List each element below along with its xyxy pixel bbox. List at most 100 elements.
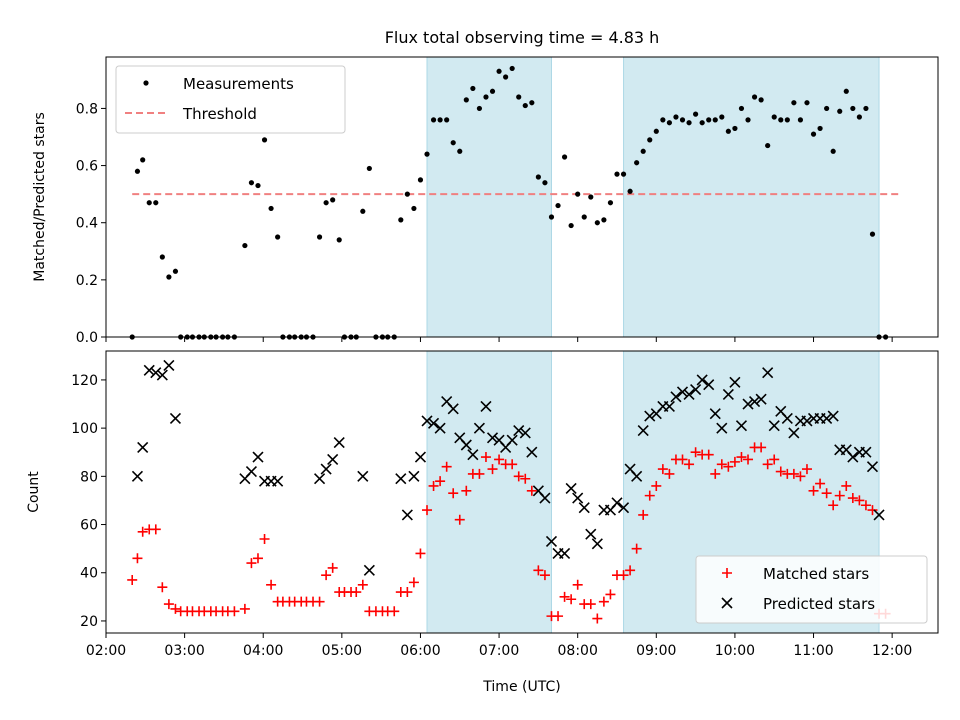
data-point-matched	[847, 493, 858, 504]
data-point-predicted	[729, 376, 741, 388]
data-point	[824, 105, 830, 112]
data-point-predicted	[696, 374, 708, 386]
data-point	[843, 88, 849, 94]
y-tick-label: 60	[80, 518, 98, 534]
data-point-predicted	[526, 446, 538, 458]
data-point	[146, 200, 152, 206]
data-point-matched	[526, 485, 537, 496]
data-point	[666, 120, 673, 126]
data-point-matched	[402, 587, 413, 598]
data-point-matched	[625, 565, 636, 576]
bottom-panel: 20 40 60 80 100 120 02:00 03:00 04:00 05:00 06:00 0…	[26, 350, 939, 659]
data-point-matched	[559, 591, 570, 602]
data-point	[850, 105, 856, 112]
data-point-matched	[408, 577, 419, 588]
data-point-predicted	[703, 379, 715, 391]
x-tick-label: 03:00	[164, 643, 204, 659]
data-point-predicted	[755, 393, 767, 405]
data-point-predicted	[670, 391, 682, 403]
data-point	[575, 191, 581, 197]
data-point	[660, 117, 666, 123]
data-point-predicted	[591, 538, 603, 550]
axes-frame	[105, 350, 939, 634]
data-point-matched	[566, 594, 577, 605]
data-point-predicted	[781, 412, 793, 425]
data-point	[483, 94, 489, 100]
data-point	[745, 117, 751, 123]
data-point-predicted	[716, 422, 728, 434]
data-point-matched	[507, 459, 518, 470]
data-point-predicted	[866, 461, 879, 473]
data-point-predicted	[827, 410, 839, 422]
data-point-predicted	[137, 441, 149, 453]
data-point	[476, 105, 483, 112]
legend-marker	[143, 80, 149, 86]
data-point	[529, 100, 535, 106]
data-point-predicted	[272, 475, 284, 487]
data-point-matched	[592, 613, 603, 624]
data-point	[316, 234, 323, 240]
data-point-predicted	[395, 473, 407, 485]
data-point-matched	[428, 480, 439, 491]
data-point	[581, 214, 587, 220]
data-point-matched	[259, 534, 270, 544]
data-point	[153, 200, 159, 206]
data-point-matched	[834, 490, 845, 501]
data-point-matched	[585, 599, 596, 610]
data-point-predicted	[131, 470, 144, 482]
data-point-predicted	[762, 367, 774, 379]
data-point	[601, 217, 607, 223]
data-point	[248, 180, 255, 186]
data-point-predicted	[473, 422, 485, 434]
data-point-predicted	[408, 470, 420, 482]
data-point-matched	[252, 553, 263, 564]
data-point	[330, 197, 336, 203]
x-tick-label: 05:00	[322, 643, 362, 659]
data-point-predicted	[447, 403, 459, 415]
data-point-matched	[539, 570, 550, 581]
data-point-predicted	[539, 492, 551, 504]
data-point-matched	[729, 456, 740, 467]
x-tick-label: 04:00	[243, 643, 283, 659]
data-point	[751, 94, 758, 100]
data-point	[555, 202, 561, 209]
data-point-matched	[788, 468, 799, 479]
y-tick-label: 80	[80, 469, 98, 485]
data-point	[503, 74, 509, 80]
data-point-predicted	[722, 388, 734, 400]
data-point-matched	[389, 606, 400, 617]
data-point-predicted	[252, 451, 264, 463]
data-point-matched	[357, 579, 368, 590]
data-point	[758, 97, 764, 103]
data-point	[323, 200, 329, 206]
data-point-predicted	[467, 449, 479, 461]
data-point-predicted	[676, 386, 689, 398]
data-point-matched	[327, 562, 338, 573]
data-point	[542, 180, 548, 186]
data-point	[172, 268, 179, 274]
legend-box	[695, 555, 928, 624]
data-point-predicted	[519, 427, 531, 439]
data-point-predicted	[320, 463, 332, 475]
data-point	[804, 100, 810, 106]
legend-label: Measurements	[183, 75, 294, 93]
data-point	[450, 140, 456, 146]
y-tick-label: 0.0	[76, 330, 98, 346]
data-point	[548, 214, 555, 220]
data-point-matched	[618, 570, 629, 581]
data-point	[360, 208, 366, 214]
data-point-matched	[677, 454, 688, 465]
data-point-matched	[137, 526, 148, 537]
data-point	[366, 165, 372, 172]
shaded-interval	[623, 56, 880, 338]
data-point-matched	[775, 466, 786, 477]
data-point	[437, 117, 443, 123]
data-point-predicted	[683, 388, 695, 400]
data-point-predicted	[801, 415, 813, 427]
data-point-predicted	[414, 451, 427, 463]
data-point-predicted	[585, 528, 597, 540]
data-point	[509, 65, 515, 72]
data-point-matched	[644, 490, 655, 501]
data-point-predicted	[565, 482, 577, 494]
